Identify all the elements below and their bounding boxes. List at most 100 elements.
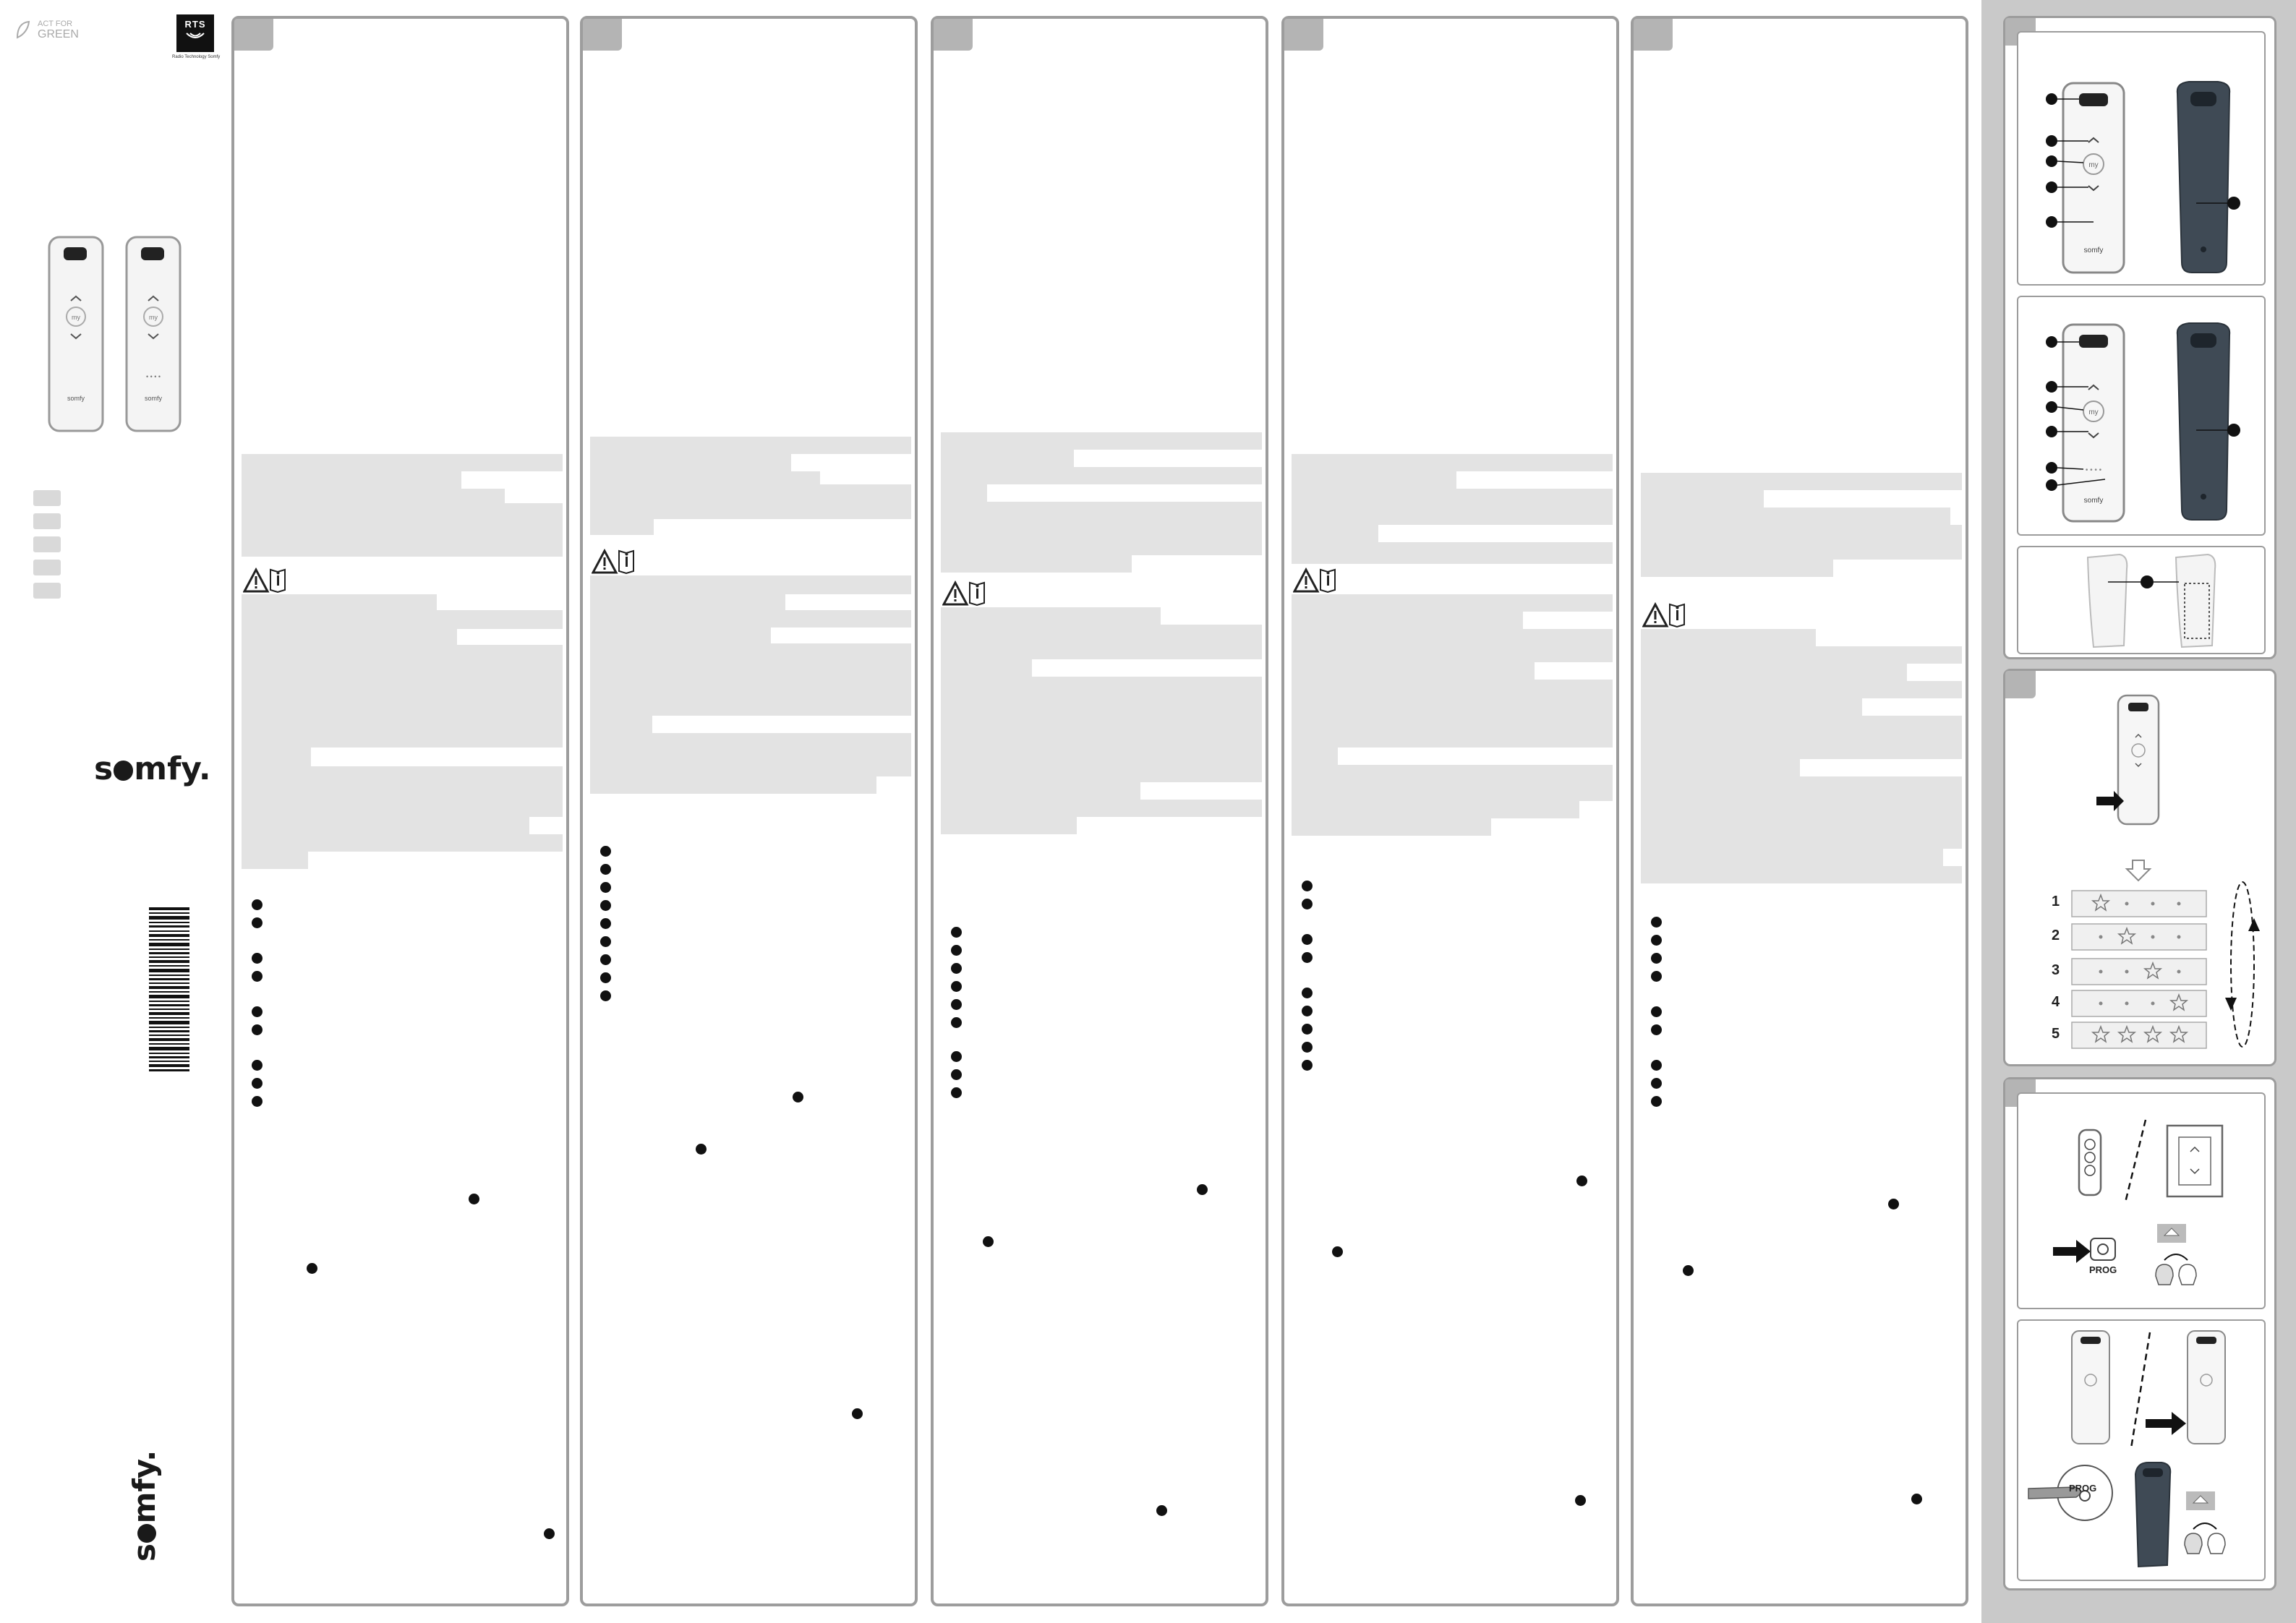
rts-subtitle: Radio Technology Somfy bbox=[172, 55, 221, 59]
text-block bbox=[590, 454, 791, 471]
text-block bbox=[1292, 662, 1535, 680]
figure-prog-step-2: PROG bbox=[2017, 1319, 2266, 1581]
marker-inline bbox=[1576, 1176, 1587, 1186]
text-block bbox=[1641, 716, 1962, 759]
text-block bbox=[1641, 866, 1962, 883]
language-tab[interactable] bbox=[33, 583, 61, 599]
text-block bbox=[1641, 681, 1962, 698]
text-block bbox=[242, 834, 563, 852]
text-block bbox=[1292, 612, 1523, 629]
text-block bbox=[1641, 776, 1962, 849]
marker-a bbox=[252, 899, 263, 910]
marker-inline bbox=[1156, 1505, 1167, 1516]
marker-d bbox=[1651, 971, 1662, 982]
text-block bbox=[941, 502, 1262, 555]
text-block bbox=[242, 471, 461, 489]
marker-h bbox=[252, 1078, 263, 1089]
marker-inline bbox=[983, 1236, 994, 1247]
text-block bbox=[242, 645, 563, 748]
text-block bbox=[1641, 490, 1764, 508]
marker-h bbox=[1302, 1042, 1313, 1053]
text-block bbox=[941, 800, 1262, 817]
text-block bbox=[1641, 560, 1833, 577]
step-number: 2 bbox=[2052, 928, 2060, 943]
step-number: 1 bbox=[2052, 894, 2060, 909]
figure-group-programming: PROG PROG bbox=[2003, 1077, 2276, 1590]
marker-inline bbox=[307, 1263, 317, 1274]
text-block bbox=[941, 432, 1262, 450]
somfy-logo-text: s mfy. bbox=[94, 750, 211, 787]
text-block bbox=[941, 484, 987, 502]
remote-front-back-illustration: my somfy bbox=[2046, 81, 2240, 274]
svg-text:• • • •: • • • • bbox=[2086, 466, 2102, 474]
text-block bbox=[941, 817, 1077, 834]
wall-holder-illustration bbox=[2086, 553, 2216, 648]
text-block bbox=[242, 594, 437, 610]
language-panel-2 bbox=[580, 16, 918, 1606]
text-block bbox=[590, 575, 911, 594]
marker-i bbox=[1651, 1096, 1662, 1107]
warning-manual-icon bbox=[1293, 567, 1336, 594]
marker-a bbox=[951, 927, 962, 938]
text-block bbox=[242, 629, 457, 645]
language-tab[interactable] bbox=[33, 536, 61, 552]
text-block bbox=[1292, 801, 1579, 818]
text-block bbox=[590, 643, 911, 716]
figure-tab bbox=[2005, 671, 2036, 698]
text-block bbox=[242, 503, 563, 557]
marker-b bbox=[1302, 899, 1313, 909]
marker-f bbox=[252, 1024, 263, 1035]
marker-g bbox=[600, 954, 611, 965]
text-block bbox=[1292, 594, 1613, 612]
marker-b bbox=[600, 864, 611, 875]
figure-remote-multi: my • • • • somfy bbox=[2017, 296, 2266, 536]
marker-h bbox=[1651, 1078, 1662, 1089]
text-block bbox=[1292, 818, 1491, 836]
text-block bbox=[941, 782, 1140, 800]
marker-i bbox=[600, 990, 611, 1001]
warning-manual-icon bbox=[592, 548, 634, 575]
marker-h bbox=[951, 1069, 962, 1080]
svg-text:somfy: somfy bbox=[67, 395, 85, 402]
radio-wave-icon bbox=[186, 33, 205, 38]
text-block bbox=[1292, 471, 1456, 489]
text-block bbox=[1292, 489, 1613, 525]
marker-inline bbox=[469, 1194, 479, 1204]
marker-c bbox=[951, 963, 962, 974]
marker-i bbox=[252, 1096, 263, 1107]
text-block bbox=[590, 437, 911, 454]
marker-c bbox=[1302, 934, 1313, 945]
marker-i bbox=[1302, 1060, 1313, 1071]
marker-inline bbox=[1575, 1495, 1586, 1506]
marker-e bbox=[1302, 988, 1313, 998]
marker-a bbox=[1651, 917, 1662, 928]
language-tab[interactable] bbox=[33, 490, 61, 506]
language-panel-3 bbox=[931, 16, 1268, 1606]
marker-e bbox=[252, 1006, 263, 1017]
marker-b bbox=[1651, 935, 1662, 946]
warning-manual-icon bbox=[1642, 601, 1685, 628]
text-block bbox=[941, 555, 1132, 573]
text-block bbox=[242, 489, 505, 503]
svg-text:my: my bbox=[72, 314, 80, 321]
text-block bbox=[590, 594, 785, 610]
marker-f bbox=[951, 1017, 962, 1028]
language-tab[interactable] bbox=[33, 513, 61, 529]
marker-f bbox=[1302, 1006, 1313, 1016]
marker-inline bbox=[793, 1092, 803, 1102]
text-block bbox=[1641, 646, 1962, 664]
marker-g bbox=[951, 1051, 962, 1062]
marker-c bbox=[600, 882, 611, 893]
marker-c bbox=[252, 953, 263, 964]
step-number: 3 bbox=[2052, 962, 2060, 978]
language-tab[interactable] bbox=[33, 560, 61, 575]
prog-step-2-illustration bbox=[2028, 1330, 2226, 1568]
marker-inline bbox=[1888, 1199, 1899, 1209]
svg-text:somfy: somfy bbox=[145, 395, 163, 402]
somfy-logo: s mfy. bbox=[94, 750, 211, 787]
text-block bbox=[242, 817, 529, 834]
press-arrow-icon bbox=[2096, 791, 2124, 811]
prog-label: PROG bbox=[2089, 1264, 2117, 1275]
marker-g bbox=[1651, 1060, 1662, 1071]
text-block bbox=[1292, 525, 1378, 542]
